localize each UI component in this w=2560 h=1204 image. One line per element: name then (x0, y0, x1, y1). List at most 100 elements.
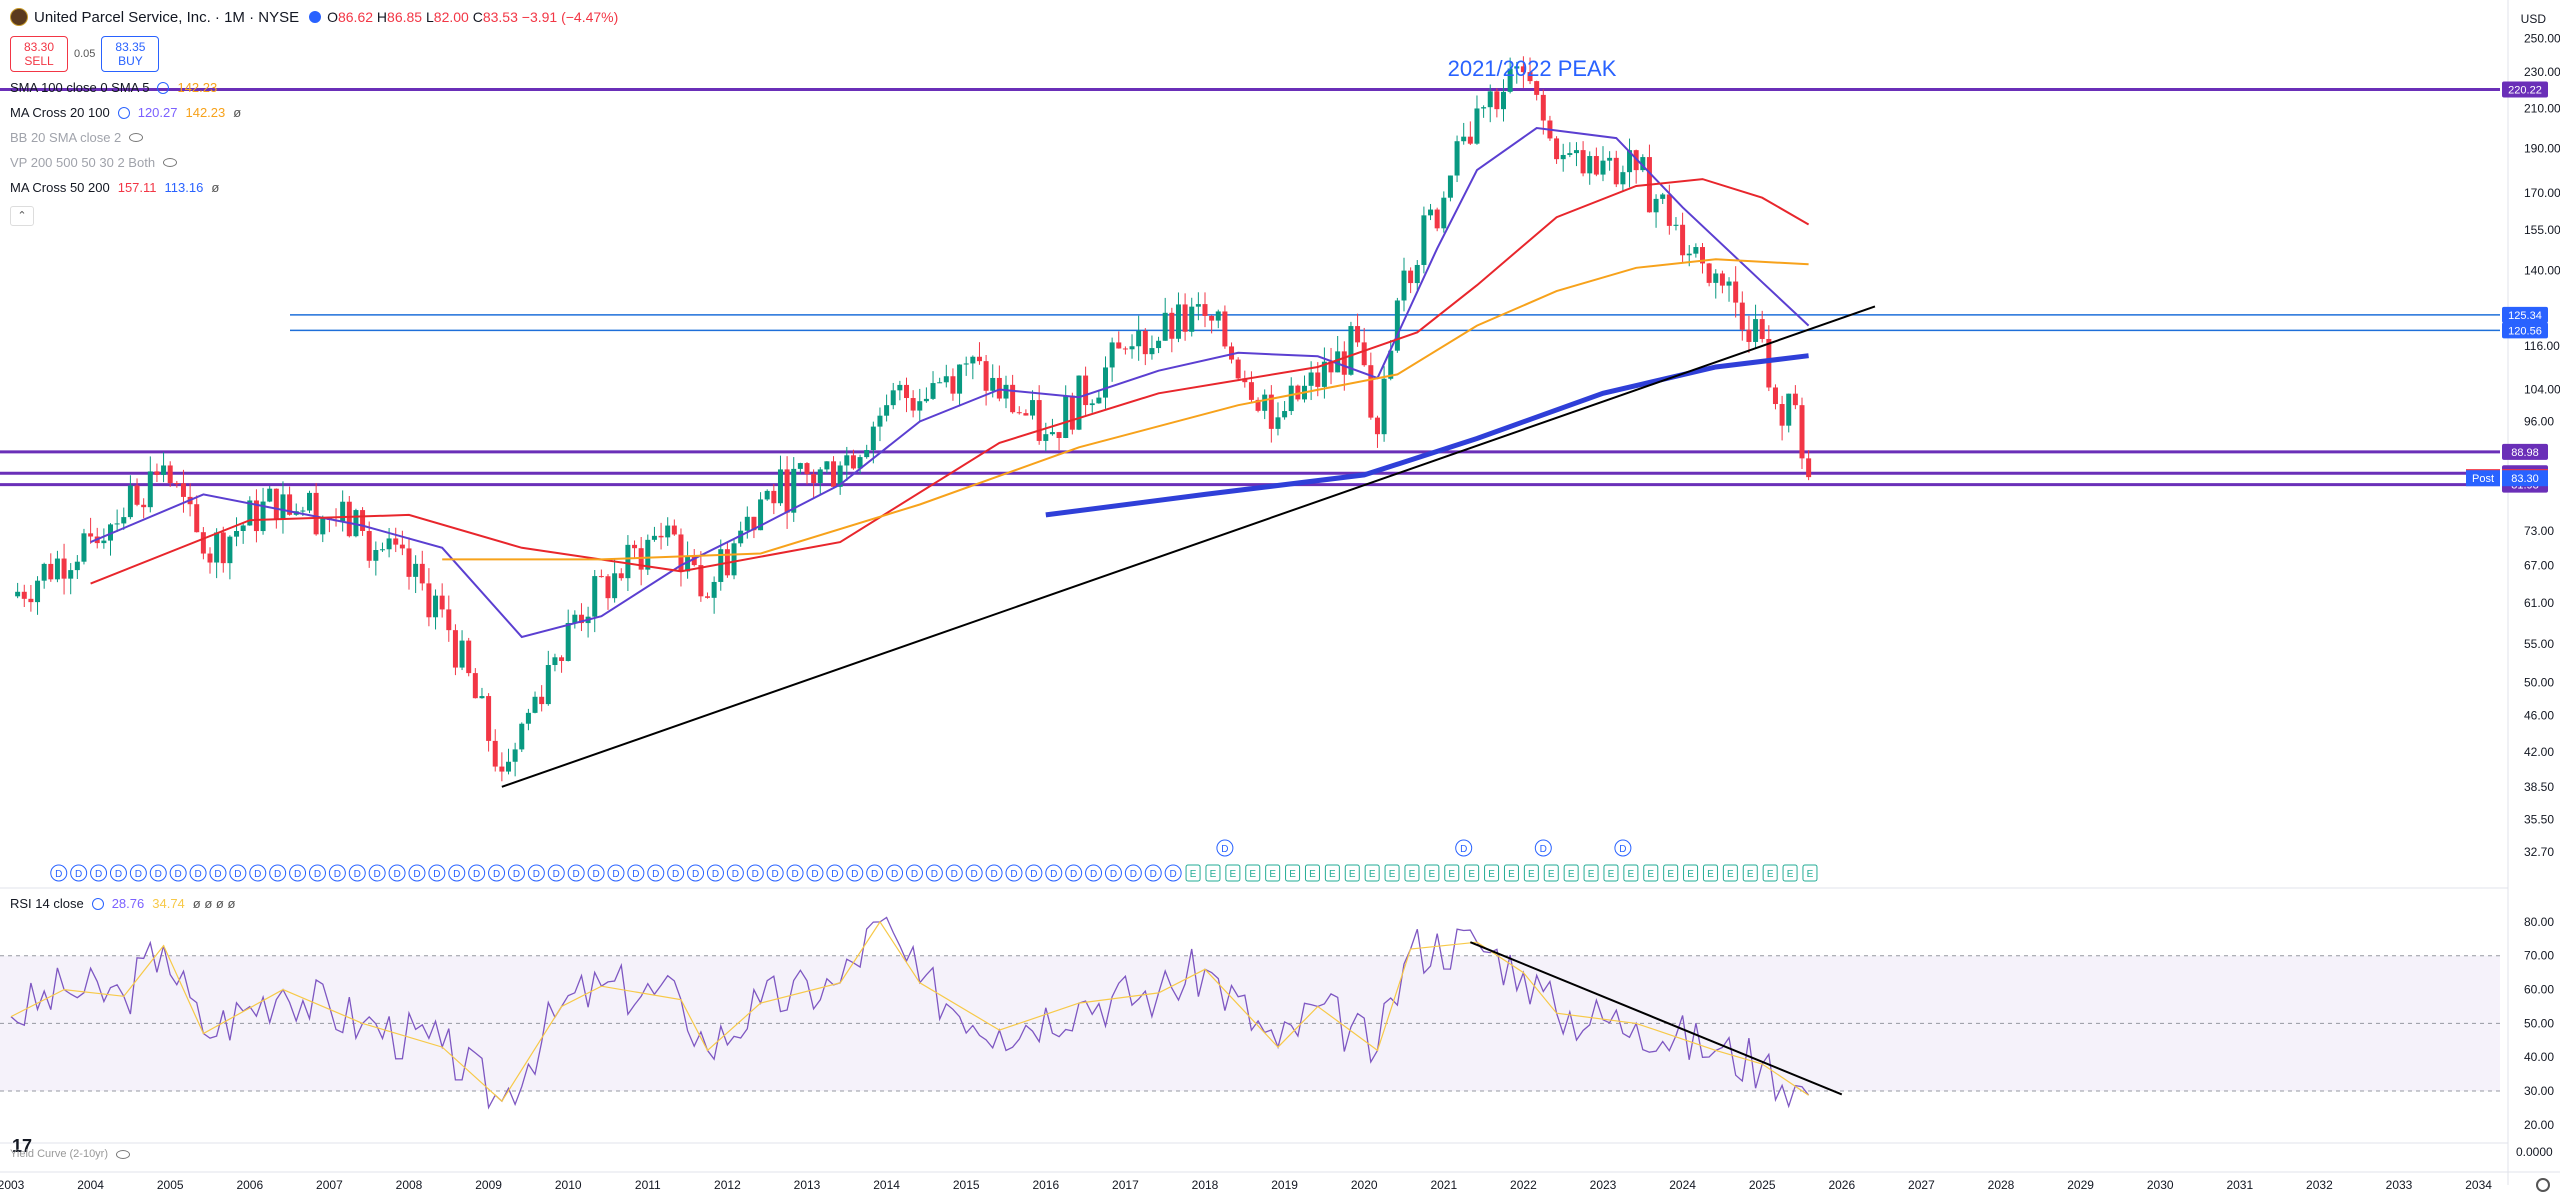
candle-body[interactable] (68, 570, 74, 579)
candle-body[interactable] (1580, 150, 1586, 174)
candle-body[interactable] (200, 532, 206, 554)
candle-body[interactable] (605, 576, 611, 599)
candle-body[interactable] (1229, 346, 1235, 360)
candle-body[interactable] (1129, 346, 1135, 350)
candle-body[interactable] (1195, 304, 1201, 307)
dividend-marker[interactable] (50, 864, 68, 882)
moving-average-line[interactable] (1045, 353, 1809, 518)
candle-body[interactable] (1414, 264, 1420, 284)
rsi-sma-line[interactable] (10, 920, 1809, 1103)
candle-body[interactable] (698, 565, 704, 597)
candle-body[interactable] (870, 426, 876, 451)
dividend-marker[interactable] (149, 864, 167, 882)
candle-body[interactable] (1673, 224, 1679, 226)
candle-body[interactable] (1321, 361, 1327, 387)
candle-body[interactable] (373, 550, 379, 561)
candle-body[interactable] (711, 581, 717, 598)
candle-body[interactable] (758, 499, 764, 531)
candle-body[interactable] (61, 558, 67, 579)
dividend-marker[interactable] (866, 864, 884, 882)
dividend-marker[interactable] (328, 864, 346, 882)
candle-body[interactable] (1467, 136, 1473, 144)
candle-body[interactable] (1242, 378, 1248, 383)
candle-body[interactable] (15, 591, 21, 597)
candle-body[interactable] (1487, 91, 1493, 108)
candle-body[interactable] (1567, 153, 1573, 155)
candle-body[interactable] (1089, 403, 1095, 406)
candle-body[interactable] (817, 469, 823, 484)
candle-body[interactable] (857, 457, 863, 469)
candle-body[interactable] (744, 516, 750, 531)
candle-body[interactable] (1706, 263, 1712, 283)
candle-body[interactable] (1136, 330, 1142, 347)
candle-body[interactable] (705, 596, 710, 598)
candle-body[interactable] (147, 471, 153, 508)
candle-body[interactable] (413, 563, 419, 577)
candle-body[interactable] (1527, 72, 1533, 82)
candle-body[interactable] (1806, 458, 1812, 478)
candle-body[interactable] (1056, 432, 1062, 439)
candle-body[interactable] (1514, 66, 1520, 69)
candle-body[interactable] (1640, 157, 1646, 171)
candle-body[interactable] (1408, 270, 1414, 284)
candle-body[interactable] (154, 471, 160, 475)
candle-body[interactable] (1441, 197, 1447, 229)
candle-body[interactable] (386, 538, 392, 550)
indicator-volume-profile[interactable]: VP 200 500 50 30 2 Both (10, 155, 178, 170)
candle-body[interactable] (1295, 385, 1301, 400)
candle-body[interactable] (963, 363, 969, 365)
candle-body[interactable] (1474, 108, 1480, 144)
candle-body[interactable] (1348, 326, 1354, 375)
candle-body[interactable] (353, 510, 359, 537)
candle-body[interactable] (592, 576, 598, 617)
candle-body[interactable] (1235, 359, 1241, 379)
dividend-marker[interactable] (1085, 864, 1103, 882)
candle-body[interactable] (718, 549, 724, 582)
candle-body[interactable] (957, 364, 963, 394)
dividend-marker[interactable] (1614, 839, 1632, 857)
earnings-marker[interactable] (1205, 864, 1221, 882)
earnings-marker[interactable] (1424, 864, 1440, 882)
candle-body[interactable] (253, 500, 259, 532)
candle-body[interactable] (1713, 273, 1719, 283)
candle-body[interactable] (1620, 172, 1626, 185)
candle-body[interactable] (738, 530, 744, 544)
candle-body[interactable] (864, 450, 870, 458)
candle-body[interactable] (1726, 281, 1732, 286)
dividend-marker[interactable] (388, 864, 406, 882)
earnings-marker[interactable] (1663, 864, 1679, 882)
candle-body[interactable] (1766, 338, 1772, 388)
earnings-marker[interactable] (1185, 864, 1201, 882)
rsi-legend[interactable]: RSI 14 close 28.76 34.74 ø ø ø ø (10, 896, 236, 911)
dividend-marker[interactable] (1534, 839, 1552, 857)
dividend-marker[interactable] (249, 864, 267, 882)
dividend-marker[interactable] (1025, 864, 1043, 882)
dividend-marker[interactable] (846, 864, 864, 882)
dividend-marker[interactable] (627, 864, 645, 882)
candle-body[interactable] (1700, 247, 1705, 264)
candle-body[interactable] (930, 383, 936, 399)
candle-body[interactable] (844, 455, 850, 466)
candle-body[interactable] (1076, 375, 1082, 430)
candle-body[interactable] (519, 723, 525, 750)
candle-body[interactable] (1023, 413, 1029, 416)
candle-body[interactable] (1772, 387, 1778, 405)
candle-body[interactable] (267, 488, 273, 502)
earnings-marker[interactable] (1225, 864, 1241, 882)
candle-body[interactable] (54, 558, 60, 580)
candle-body[interactable] (612, 573, 618, 599)
candle-body[interactable] (671, 525, 677, 535)
candle-body[interactable] (1209, 315, 1215, 321)
dividend-marker[interactable] (1045, 864, 1063, 882)
moving-average-line[interactable] (90, 178, 1810, 585)
candle-body[interactable] (1560, 154, 1566, 160)
collapse-legend-button[interactable]: ⌃ (10, 206, 34, 226)
dividend-marker[interactable] (109, 864, 127, 882)
candle-body[interactable] (260, 501, 266, 532)
candle-body[interactable] (904, 384, 909, 399)
candle-body[interactable] (121, 517, 127, 524)
candle-body[interactable] (399, 544, 405, 549)
earnings-marker[interactable] (1603, 864, 1619, 882)
candle-body[interactable] (1215, 311, 1221, 321)
dividend-marker[interactable] (647, 864, 665, 882)
